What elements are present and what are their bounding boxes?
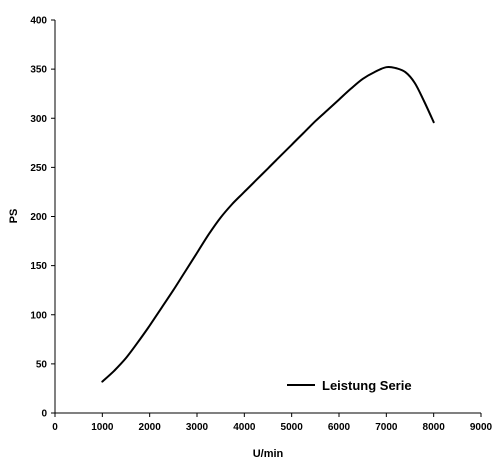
x-tick-label: 7000 (375, 422, 398, 433)
y-tick-label: 50 (36, 359, 48, 370)
x-tick-label: 5000 (281, 422, 304, 433)
y-tick-label: 0 (41, 409, 47, 420)
x-tick-label: 1000 (91, 422, 114, 433)
y-tick-label: 250 (30, 163, 47, 174)
y-tick-label: 150 (30, 261, 47, 272)
y-tick-label: 350 (30, 65, 47, 76)
x-tick-label: 2000 (139, 422, 162, 433)
y-tick-label: 400 (30, 16, 47, 27)
x-axis-title: U/min (253, 448, 284, 458)
x-tick-label: 0 (52, 422, 58, 433)
x-tick-label: 4000 (233, 422, 256, 433)
series-line (101, 65, 435, 383)
y-axis-title: PS (8, 209, 20, 224)
y-tick-label: 100 (30, 310, 47, 321)
series-layer (101, 65, 435, 383)
legend-label: Leistung Serie (322, 378, 412, 393)
y-tick-label: 200 (30, 212, 47, 223)
y-tick-label: 300 (30, 114, 47, 125)
x-tick-label: 9000 (470, 422, 493, 433)
x-tick-label: 8000 (423, 422, 446, 433)
x-axis: 0 1000 2000 3000 4000 5000 6000 7000 8000 9000 (52, 412, 493, 433)
legend: Leistung Serie (287, 378, 412, 393)
y-axis: 0 50 100 150 200 250 300 350 400 (30, 16, 56, 420)
x-tick-label: 3000 (186, 422, 209, 433)
x-tick-label: 6000 (328, 422, 351, 433)
